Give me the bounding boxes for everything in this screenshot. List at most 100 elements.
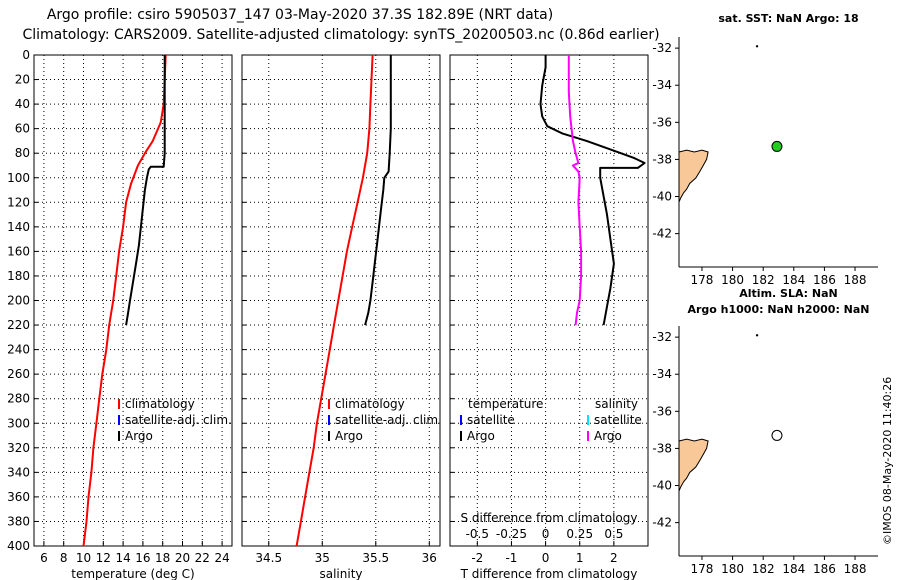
legend-heading-salinity: salinity bbox=[595, 397, 638, 411]
x-tick-label: 20 bbox=[175, 551, 190, 565]
x-tick-label: 18 bbox=[155, 551, 170, 565]
difference-panel: -2 -1 0 1 2 S difference from climatology -0.5… bbox=[449, 54, 649, 580]
x-tick-label: 184 bbox=[782, 562, 805, 576]
y-tick-label: -36 bbox=[652, 115, 672, 129]
x-tick-label: 0 bbox=[542, 551, 550, 565]
y-tick-label: 200 bbox=[7, 294, 30, 308]
y-tick-label: -34 bbox=[652, 78, 672, 92]
y-tick-label: 60 bbox=[15, 122, 30, 136]
x-tick-label: 12 bbox=[96, 551, 111, 565]
y-tick-label: 180 bbox=[7, 269, 30, 283]
legend-label: satellite bbox=[594, 413, 642, 427]
series-line-temperature-diff bbox=[539, 55, 646, 326]
x-tick-label: 188 bbox=[844, 562, 867, 576]
y-tick-label: 380 bbox=[7, 514, 30, 528]
y-tick-label: 140 bbox=[7, 220, 30, 234]
series-line-argo bbox=[364, 55, 392, 326]
x-tick-label: 186 bbox=[813, 562, 836, 576]
y-tick-label: 160 bbox=[7, 244, 30, 258]
y-tick-label: 0 bbox=[22, 48, 30, 62]
x-tick-label: 180 bbox=[721, 562, 744, 576]
x-tick-label: 1 bbox=[576, 551, 584, 565]
inner-tick-label: 0 bbox=[542, 527, 550, 541]
y-tick-label: -34 bbox=[652, 367, 672, 381]
inner-tick-label: 0.25 bbox=[566, 527, 593, 541]
legend-label: climatology bbox=[125, 397, 195, 411]
series-line-salinity-diff bbox=[567, 55, 583, 326]
x-tick-label: -1 bbox=[505, 551, 517, 565]
x-tick-label: 178 bbox=[691, 273, 714, 287]
legend-label: Argo bbox=[594, 429, 622, 443]
x-tick-label: 36 bbox=[422, 551, 437, 565]
legend-label: satellite-adj. clim. bbox=[125, 413, 232, 427]
sla-map-panel: Altim. SLA: NaN Argo h1000: NaN h2000: Na… bbox=[652, 287, 878, 576]
x-tick-label: -2 bbox=[471, 551, 483, 565]
series-line-argo bbox=[125, 55, 166, 326]
x-tick-label: 34.5 bbox=[255, 551, 282, 565]
x-tick-label: 2 bbox=[610, 551, 618, 565]
x-tick-label: 8 bbox=[60, 551, 68, 565]
x-tick-label: 10 bbox=[76, 551, 91, 565]
y-tick-label: 40 bbox=[15, 97, 30, 111]
inner-axis-label: S difference from climatology bbox=[461, 511, 638, 525]
x-tick-label: 16 bbox=[135, 551, 150, 565]
series-line-climatology bbox=[295, 54, 374, 547]
y-tick-label: -40 bbox=[652, 479, 672, 493]
credit-text: ©IMOS 08-May-2020 11:40:26 bbox=[881, 377, 894, 545]
y-tick-label: -32 bbox=[652, 330, 672, 344]
y-tick-label: -42 bbox=[652, 227, 672, 241]
x-tick-label: 188 bbox=[844, 273, 867, 287]
x-tick-label: 22 bbox=[195, 551, 210, 565]
land-mass bbox=[678, 438, 709, 492]
island-dot bbox=[755, 334, 759, 337]
y-tick-label: -32 bbox=[652, 41, 672, 55]
sst-map-panel: sat. SST: NaN Argo: 18 -32 -34 -36 -38 -40 -42… bbox=[652, 12, 878, 287]
legend-label: Argo bbox=[335, 429, 363, 443]
y-tick-label: 120 bbox=[7, 195, 30, 209]
x-tick-label: 184 bbox=[782, 273, 805, 287]
map-subtitle: Argo h1000: NaN h2000: NaN bbox=[687, 303, 869, 316]
x-tick-label: 14 bbox=[115, 551, 130, 565]
x-tick-label: 182 bbox=[752, 273, 775, 287]
figure-title-line1: Argo profile: csiro 5905037_147 03-May-2… bbox=[47, 7, 553, 23]
x-tick-label: 182 bbox=[752, 562, 775, 576]
legend-label: satellite bbox=[467, 413, 515, 427]
y-tick-label: 300 bbox=[7, 416, 30, 430]
y-tick-label: -42 bbox=[652, 516, 672, 530]
y-tick-label: -36 bbox=[652, 404, 672, 418]
legend-label: Argo bbox=[467, 429, 495, 443]
island-dot bbox=[755, 45, 759, 48]
inner-tick-label: 0.5 bbox=[604, 527, 623, 541]
y-tick-label: 80 bbox=[15, 146, 30, 160]
y-tick-label: 320 bbox=[7, 441, 30, 455]
x-tick-label: 6 bbox=[40, 551, 48, 565]
inner-tick-label: -0.25 bbox=[496, 527, 527, 541]
x-tick-label: 178 bbox=[691, 562, 714, 576]
y-tick-label: 340 bbox=[7, 465, 30, 479]
inner-tick-label: -0.5 bbox=[466, 527, 489, 541]
legend-label: Argo bbox=[125, 429, 153, 443]
map-title: sat. SST: NaN Argo: 18 bbox=[718, 12, 858, 25]
x-tick-label: 35.5 bbox=[362, 551, 389, 565]
legend-label: satellite-adj. clim. bbox=[335, 413, 442, 427]
y-tick-label: 20 bbox=[15, 73, 30, 87]
y-tick-label: 400 bbox=[7, 539, 30, 553]
salinity-panel: 34.5 35 35.5 36 salinity climatology satellite… bbox=[241, 54, 442, 580]
temperature-panel: 6 8 10 12 14 16 18 20 22 240204060801001201401601… bbox=[7, 48, 233, 580]
x-tick-label: 186 bbox=[813, 273, 836, 287]
y-tick-label: 220 bbox=[7, 318, 30, 332]
y-tick-label: 280 bbox=[7, 392, 30, 406]
legend-heading-temperature: temperature bbox=[468, 397, 543, 411]
y-tick-label: -38 bbox=[652, 152, 672, 166]
x-tick-label: 24 bbox=[214, 551, 229, 565]
argo-float-marker bbox=[771, 140, 783, 152]
x-axis-label: temperature (deg C) bbox=[71, 567, 194, 580]
map-title: Altim. SLA: NaN bbox=[739, 287, 838, 300]
y-tick-label: -40 bbox=[652, 190, 672, 204]
y-tick-label: 360 bbox=[7, 490, 30, 504]
y-tick-label: 240 bbox=[7, 343, 30, 357]
land-mass bbox=[678, 149, 709, 203]
x-tick-label: 35 bbox=[315, 551, 330, 565]
figure-title-line2: Climatology: CARS2009. Satellite-adjuste… bbox=[22, 27, 659, 43]
